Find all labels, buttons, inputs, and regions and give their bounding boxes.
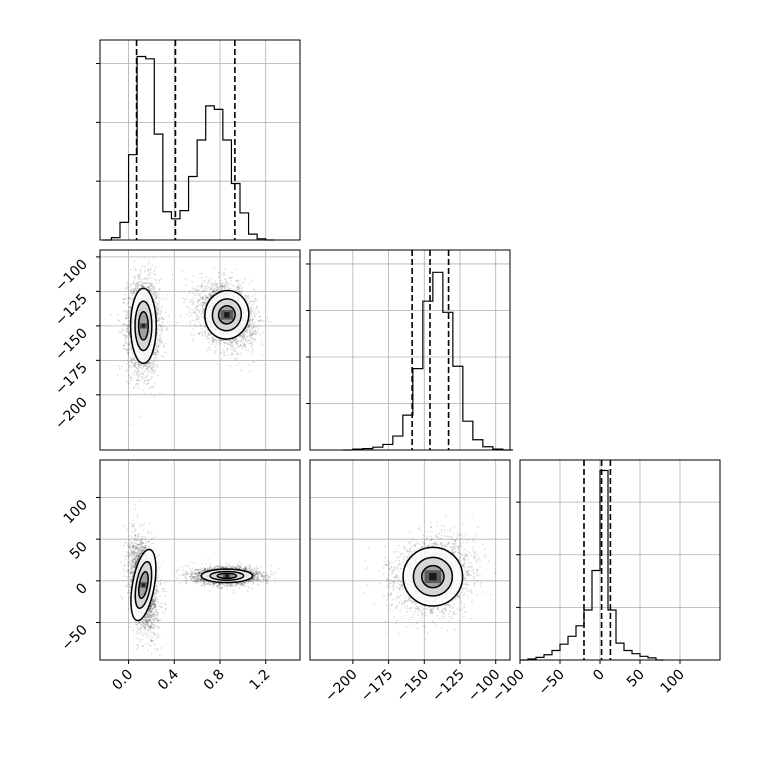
hist-x0-hist-bin-5 [154,134,163,240]
hist-x2-histogram-step [520,469,664,661]
hist-x2-hist-bin-3 [552,651,560,660]
x1-axis-tick-label-3: −125 [429,667,468,706]
scatter-x1-x2-contour-0-0 [420,564,445,589]
x2-bottom-axis-tick-label-1: −50 [536,667,568,699]
x1-axis-tick-label-0: −200 [322,667,361,706]
hist-x1-hist-bin-10 [453,366,463,450]
scatter-x1-x2-contour-0-2 [402,546,464,607]
hist-x0-hist-bin-14 [231,184,240,240]
hist-x1-hist-bin-6 [413,369,423,450]
scatter-x0-x2-contour-0-1 [134,560,153,610]
hist-x0-hist-bin-6 [163,212,172,240]
x1-axis-tick-label-2: −150 [394,667,433,706]
panel-h2-frame [519,459,721,661]
x1-left-axis-tick-label-1: −175 [52,360,91,399]
panel-s10-frame [99,249,301,451]
hist-x2-hist-bin-6 [576,626,584,660]
x2-bottom-axis-tick-label-3: 50 [624,667,648,691]
panel-h0-frame [99,39,301,241]
hist-x1-hist-bin-11 [463,421,473,450]
hist-x0-hist-bin-1 [120,222,129,240]
hist-x2-hist-bin-5 [568,636,576,660]
x2-left-axis-tick-label-0: −50 [59,622,91,654]
scatter-x1-x2-contour-0-1 [412,556,454,597]
hist-x1-hist-bin-12 [473,440,483,450]
hist-x2-hist-bin-2 [544,655,552,660]
hist-x2-hist-bin-7 [584,610,592,660]
scatter-x0-x2-contour-1-1 [209,570,245,581]
scatter-x0-x2-contour-0-2 [130,548,157,622]
hist-x2-hist-bin-4 [560,644,568,660]
hist-x2-hist-bin-8 [592,571,600,660]
hist-x0-hist-bin-3 [137,56,146,240]
x2-left-axis-tick-label-1: 0 [73,580,91,598]
x1-left-axis-tick-label-0: −200 [52,394,91,433]
x0-axis-tick-label-2: 0.8 [201,667,228,694]
hist-x1-hist-bin-8 [433,272,443,450]
hist-x1-histogram-step [342,271,513,451]
hist-x2-hist-bin-13 [632,654,640,660]
panel-h1-frame [309,249,511,451]
hist-x2-hist-bin-11 [616,643,624,660]
scatter-x0-x1-contour-1-2 [204,289,250,340]
x0-axis-tick-label-3: 1.2 [246,667,273,694]
scatter-x0-x1-contour-0-0 [137,311,149,341]
x2-left-axis-tick-label-3: 100 [61,497,91,527]
panel-s21-frame [309,459,511,661]
scatter-x0-x1-contour-1-1 [211,298,243,332]
x1-left-axis-tick-label-4: −100 [52,256,91,295]
x2-bottom-axis-tick-label-2: 0 [590,667,608,685]
x1-left-axis-tick-label-2: −150 [52,325,91,364]
hist-x0-hist-bin-16 [249,234,258,240]
x1-left-axis-tick-label-3: −125 [52,291,91,330]
x0-axis-tick-label-1: 0.4 [155,666,182,693]
scatter-x0-x1-density-peak [141,324,146,328]
panel-s20-frame [99,459,301,661]
hist-x0-hist-bin-12 [214,109,223,240]
hist-x0-hist-bin-13 [223,140,232,240]
hist-x0-histogram-step [102,55,275,241]
hist-x0-hist-bin-11 [206,106,215,240]
x2-left-axis-tick-label-2: 50 [67,539,91,563]
hist-x0-hist-bin-8 [180,211,189,240]
hist-x0-hist-bin-15 [240,213,249,240]
scatter-x1-x2-density-peak [429,573,437,581]
x2-bottom-axis-tick-label-4: 100 [658,667,688,697]
scatter-x0-x1-density-peak [224,312,230,318]
marks-layer [102,40,664,661]
hist-x2-hist-bin-10 [608,610,616,660]
hist-x1-hist-bin-3 [383,444,393,450]
scatter-x0-x1-contour-0-1 [134,300,153,352]
scatter-x0-x2-density-peak [141,583,146,587]
axis-frames [99,39,721,661]
hist-x0-hist-bin-9 [189,176,198,240]
scatter-x0-x2-contour-1-0 [216,572,238,580]
x0-axis-tick-label-0: 0.0 [109,667,136,694]
scatter-x0-x1-contour-0-2 [129,287,157,365]
x1-axis-tick-label-1: −175 [358,667,397,706]
hist-x0-hist-bin-4 [146,59,155,240]
scatter-x0-x1-contour-1-0 [217,304,236,325]
scatter-x0-x2-contour-1-2 [200,568,254,584]
hist-x1-hist-bin-7 [423,301,433,450]
scatter-x0-x2-density-peak [225,574,229,578]
scatter-x0-x2-contour-0-0 [137,570,149,600]
hist-x0-hist-bin-10 [197,140,206,240]
hist-x1-hist-bin-4 [393,436,403,450]
hist-x2-hist-bin-14 [640,656,648,660]
hist-x2-hist-bin-12 [624,651,632,660]
